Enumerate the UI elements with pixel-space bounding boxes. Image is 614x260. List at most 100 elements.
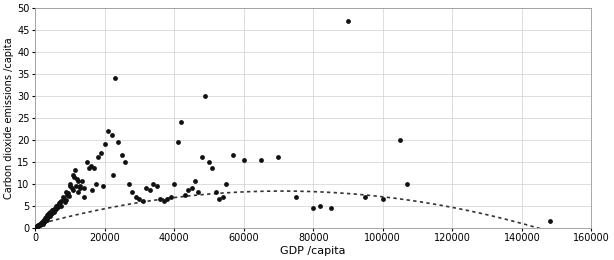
Point — [62, 192, 72, 197]
Point — [52, 204, 62, 209]
Point — [33, 224, 43, 228]
Point — [325, 206, 335, 210]
Point — [39, 218, 49, 223]
Point — [60, 200, 69, 204]
Point — [77, 179, 87, 184]
Y-axis label: Carbon dioxide emissions /capita: Carbon dioxide emissions /capita — [4, 37, 14, 199]
Point — [33, 224, 42, 228]
Point — [32, 225, 42, 229]
Point — [50, 208, 60, 212]
Point — [35, 222, 45, 226]
Point — [124, 181, 134, 186]
Point — [82, 160, 92, 164]
Point — [173, 140, 182, 144]
Point — [193, 190, 203, 194]
Point — [91, 181, 101, 186]
Point — [52, 206, 61, 210]
Point — [61, 190, 71, 194]
Point — [239, 157, 249, 161]
Point — [343, 19, 353, 23]
Point — [84, 166, 94, 170]
Point — [32, 224, 42, 228]
Point — [208, 166, 217, 170]
Point — [141, 186, 151, 190]
Point — [31, 225, 41, 229]
Point — [42, 213, 52, 217]
Point — [34, 223, 44, 227]
Point — [63, 191, 73, 195]
Point — [402, 181, 412, 186]
Point — [34, 224, 44, 228]
Point — [75, 186, 85, 190]
Point — [98, 184, 107, 188]
Point — [39, 218, 49, 222]
Point — [70, 168, 80, 173]
Point — [56, 204, 66, 208]
Point — [180, 192, 190, 197]
Point — [190, 179, 200, 184]
Point — [41, 217, 51, 221]
Point — [37, 221, 47, 225]
Point — [33, 223, 43, 228]
Point — [42, 218, 52, 222]
Point — [86, 164, 96, 168]
Point — [96, 151, 106, 155]
Point — [166, 195, 176, 199]
Point — [89, 166, 99, 170]
Point — [108, 173, 118, 177]
Point — [74, 179, 84, 184]
Point — [155, 197, 165, 201]
Point — [72, 177, 82, 181]
Point — [68, 188, 77, 192]
Point — [222, 181, 231, 186]
Point — [38, 222, 48, 226]
Point — [315, 204, 325, 208]
Point — [42, 215, 52, 219]
Point — [48, 209, 58, 213]
Point — [66, 184, 76, 188]
Point — [152, 184, 161, 188]
Point — [145, 188, 155, 192]
Point — [110, 76, 120, 80]
Point — [34, 223, 44, 228]
Point — [49, 210, 59, 214]
Point — [34, 222, 44, 226]
Point — [36, 221, 46, 225]
Point — [291, 195, 301, 199]
Point — [45, 210, 55, 214]
Point — [138, 199, 148, 203]
Point — [37, 220, 47, 225]
Point — [51, 204, 61, 208]
Point — [68, 173, 78, 177]
Point — [87, 188, 97, 192]
Point — [39, 220, 49, 224]
Point — [79, 195, 88, 199]
Point — [56, 199, 66, 203]
Point — [46, 212, 56, 216]
Point — [218, 195, 228, 199]
Point — [37, 220, 47, 224]
Point — [58, 195, 68, 199]
Point — [187, 186, 196, 190]
Point — [40, 219, 50, 223]
Point — [31, 225, 41, 229]
Point — [41, 214, 51, 219]
Point — [76, 184, 85, 188]
Point — [131, 195, 141, 199]
Point — [55, 200, 65, 204]
Point — [169, 181, 179, 186]
Point — [134, 197, 144, 201]
Point — [201, 94, 211, 98]
Point — [37, 220, 47, 224]
Point — [274, 155, 284, 159]
Point — [53, 203, 63, 207]
Point — [61, 198, 71, 202]
Point — [162, 197, 172, 201]
Point — [197, 155, 207, 159]
Point — [47, 211, 56, 215]
Point — [93, 155, 103, 159]
Point — [79, 186, 89, 190]
Point — [39, 219, 49, 223]
Point — [159, 199, 169, 203]
Point — [149, 181, 158, 186]
